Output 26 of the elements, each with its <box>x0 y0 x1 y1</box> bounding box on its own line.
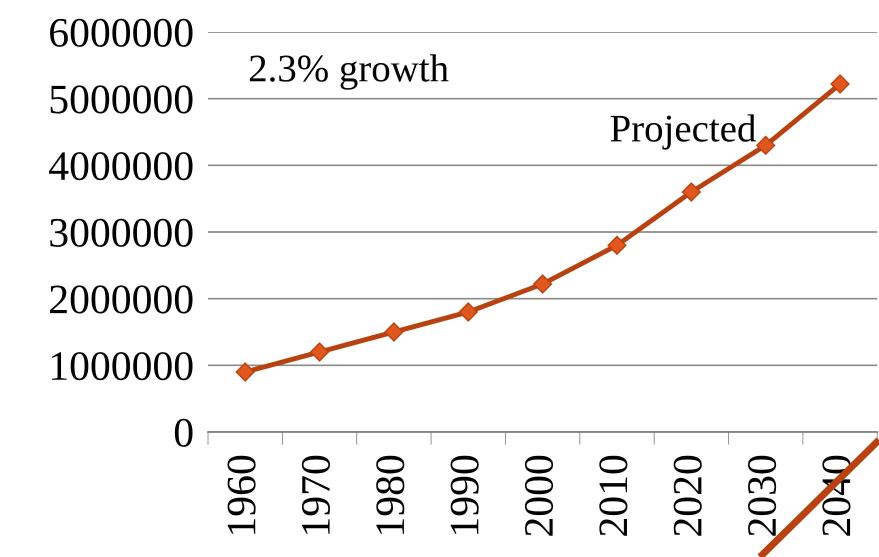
y-tick-label: 3000000 <box>50 218 193 247</box>
x-tick-label: 1980 <box>376 456 404 534</box>
x-tick-label: 1990 <box>450 456 479 534</box>
point <box>236 362 255 382</box>
x-tick-label: 1960 <box>227 456 256 534</box>
point <box>830 74 850 94</box>
x-tick-label: 2000 <box>524 456 554 536</box>
point <box>533 274 552 294</box>
x-tick-label: 1970 <box>302 456 330 534</box>
y-tick-label: 1000000 <box>52 352 193 380</box>
x-tick-label: 2010 <box>599 456 628 536</box>
y-tick-label: 6000000 <box>50 18 193 47</box>
y-tick-label: 0 <box>174 418 193 447</box>
point <box>384 322 404 342</box>
y-tick-label: 2000000 <box>50 285 193 314</box>
y-tick-label: 4000000 <box>49 152 193 180</box>
point <box>458 302 478 322</box>
x-tick-label: 2030 <box>748 456 776 536</box>
point <box>310 342 330 362</box>
point <box>607 236 627 255</box>
x-tick-label: 2020 <box>674 456 702 536</box>
point <box>756 136 776 155</box>
y-tick-label: 5000000 <box>50 85 193 114</box>
annotation: Projected <box>610 114 756 150</box>
annotation: 2.3% growth <box>250 54 449 90</box>
point <box>682 182 701 202</box>
